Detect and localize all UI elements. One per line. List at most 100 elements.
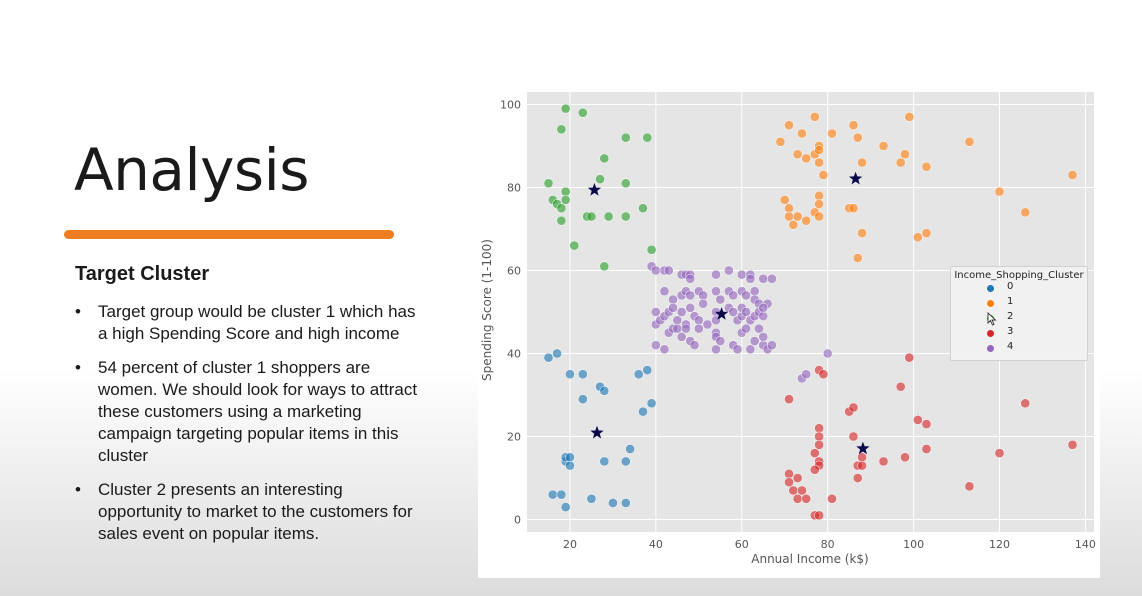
cluster-4-point (711, 269, 721, 280)
cluster-1-point (788, 219, 799, 230)
x-tick-label: 60 (735, 538, 749, 551)
cluster-0-point (633, 369, 644, 380)
cluster-3-point (784, 469, 794, 479)
legend-label: 4 (1007, 341, 1014, 352)
legend-title: Income_Shopping_Cluster (954, 270, 1084, 281)
cluster-1-point (964, 136, 975, 147)
legend-marker (987, 345, 994, 352)
cluster-3-point (792, 493, 803, 504)
cluster-1-point (921, 161, 932, 172)
y-tick-label: 40 (507, 348, 521, 361)
cluster-0-point (586, 493, 597, 504)
cluster-4-point (651, 265, 661, 276)
cluster-3-point (797, 485, 807, 496)
section-heading: Target Cluster (75, 263, 210, 285)
legend-label: 1 (1007, 296, 1014, 307)
centroid-star (714, 307, 729, 320)
cluster-4-point (745, 344, 756, 355)
cluster-3-point (814, 431, 824, 442)
cluster-4-point (685, 273, 696, 284)
cluster-2-point (620, 178, 631, 189)
centroid-star (856, 441, 870, 455)
y-axis-label: Spending Score (1-100) (480, 239, 494, 381)
cluster-4-point (754, 323, 764, 334)
cluster-3-point (878, 456, 889, 467)
cluster-1-point (814, 157, 824, 168)
cluster-3-point (809, 448, 820, 458)
cluster-1-point (779, 195, 790, 205)
centroid-markers (587, 171, 870, 455)
cluster-4-point (758, 332, 769, 342)
cluster-2-point (595, 174, 605, 185)
cluster-4-point (659, 344, 670, 355)
cluster-4-point (745, 273, 756, 284)
cluster-3-point (818, 369, 829, 380)
legend-marker (987, 285, 994, 292)
data-points (543, 103, 1078, 521)
cluster-4-point (702, 319, 713, 330)
cluster-4-point (741, 323, 751, 334)
cluster-0-point (577, 369, 588, 380)
cluster-0-point (543, 352, 554, 363)
cluster-1-point (775, 136, 786, 147)
mouse-cursor-icon (987, 312, 997, 326)
cluster-4-point (685, 302, 696, 313)
legend-item: 4 (987, 341, 1087, 356)
bullet-item: 54 percent of cluster 1 shoppers are wom… (75, 357, 420, 467)
cluster-4-point (741, 307, 751, 317)
cluster-2-point (556, 124, 567, 135)
cluster-2-point (560, 186, 571, 197)
cluster-1-point (913, 232, 923, 243)
cluster-4-point (693, 315, 704, 326)
cluster-0-point (565, 460, 575, 471)
cluster-2-point (560, 195, 571, 205)
cluster-2-point (586, 211, 597, 222)
y-tick-label: 100 (500, 98, 521, 111)
y-tick-label: 60 (507, 264, 521, 277)
cluster-3-point (964, 481, 975, 492)
cluster-1-point (792, 149, 803, 160)
cluster-1-point (857, 228, 867, 238)
centroid-star (848, 171, 863, 185)
cluster-0-point (625, 444, 635, 454)
cluster-2-point (638, 203, 648, 214)
y-tick-label: 20 (507, 431, 521, 444)
cluster-4-point (663, 265, 674, 276)
cluster-2-point (620, 132, 631, 143)
cluster-0-point (547, 489, 558, 500)
cluster-4-point (693, 323, 704, 334)
x-tick-label: 80 (821, 538, 835, 551)
cluster-3-point (921, 444, 932, 454)
x-tick-label: 140 (1075, 538, 1096, 551)
cluster-4-point (659, 286, 670, 297)
cluster-1-point (857, 157, 867, 168)
cluster-3-point (852, 473, 863, 483)
cluster-3-point (801, 493, 812, 504)
cluster-1-point (814, 199, 824, 209)
cluster-1-point (801, 153, 812, 164)
cluster-4-point (689, 340, 700, 351)
cluster-4-point (736, 269, 747, 280)
cluster-0-point (620, 498, 631, 508)
cluster-1-point (814, 211, 824, 222)
cluster-1-point (797, 128, 807, 139)
cluster-4-point (749, 286, 760, 297)
chart-panel: 20 40 60 80 100 120 140 0 20 40 60 80 100 Annual Inc… (478, 88, 1100, 578)
cluster-2-point (620, 211, 631, 222)
x-tick-label: 120 (989, 538, 1010, 551)
cluster-1-point (852, 132, 863, 143)
cluster-3-point (994, 448, 1005, 458)
cluster-3-point (827, 493, 837, 504)
cluster-3-point (904, 352, 915, 363)
title-underline (64, 230, 394, 239)
cluster-2-point (646, 244, 657, 255)
cluster-1-point (827, 128, 837, 139)
legend-label: 0 (1007, 281, 1014, 292)
cluster-4-point (672, 323, 683, 334)
cluster-1-point (878, 141, 889, 151)
cluster-3-point (857, 460, 867, 471)
cluster-4-point (766, 340, 777, 351)
cluster-0-point (638, 406, 648, 417)
cluster-2-point (577, 107, 588, 118)
cluster-4-point (728, 290, 739, 301)
